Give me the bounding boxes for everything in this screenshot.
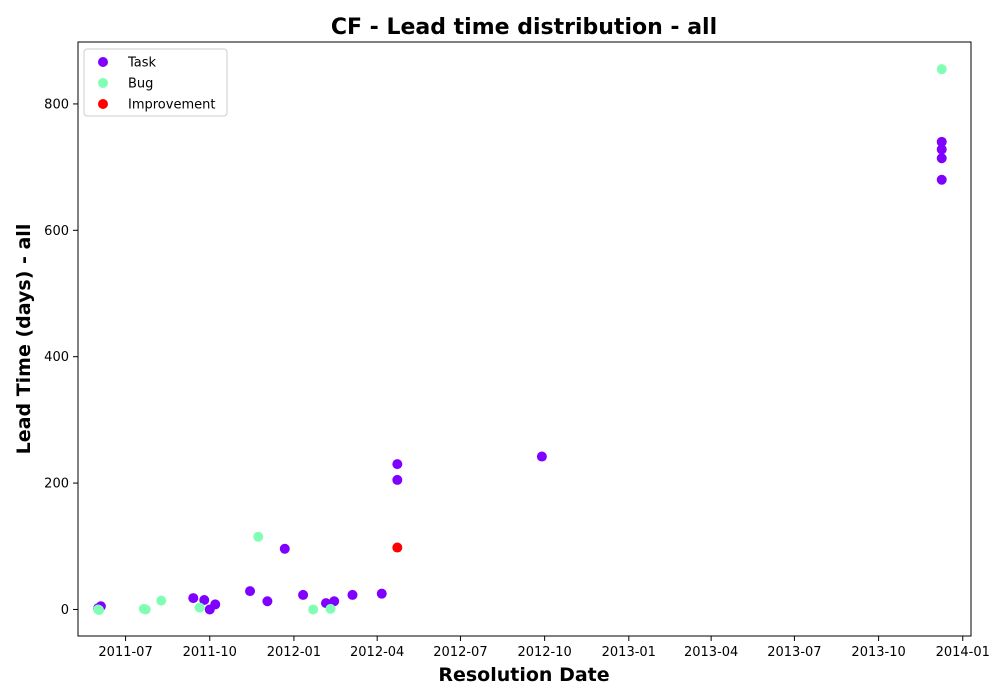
data-point-improvement — [392, 542, 403, 553]
y-tick-label: 400 — [44, 350, 69, 365]
legend-box — [83, 48, 228, 117]
data-point-task — [376, 588, 387, 599]
data-point-task — [936, 174, 947, 185]
x-tick-label: 2012-04 — [350, 645, 404, 660]
data-point-task — [210, 599, 221, 610]
data-point-task — [347, 589, 358, 600]
legend-marker-task — [98, 57, 108, 67]
data-point-task — [392, 474, 403, 485]
x-tick-label: 2013-01 — [602, 645, 656, 660]
data-point-task — [536, 451, 547, 462]
data-point-task — [329, 596, 340, 607]
legend-label-improvement: Improvement — [128, 98, 215, 113]
data-point-task — [245, 586, 256, 597]
data-point-task — [298, 589, 309, 600]
y-tick-label: 0 — [61, 603, 69, 618]
y-tick-label: 200 — [44, 477, 69, 492]
data-point-bug — [194, 602, 205, 613]
plot-area — [77, 41, 972, 637]
x-tick-label: 2014-01 — [936, 645, 990, 660]
x-tick-label: 2012-07 — [433, 645, 487, 660]
x-tick-label: 2013-10 — [851, 645, 905, 660]
data-point-bug — [140, 604, 151, 615]
data-point-task — [392, 459, 403, 470]
x-tick-label: 2013-07 — [767, 645, 821, 660]
data-point-bug — [308, 604, 319, 615]
data-point-bug — [156, 595, 167, 606]
x-tick-label: 2011-10 — [183, 645, 237, 660]
data-point-task — [936, 136, 947, 147]
x-tick-label: 2012-01 — [267, 645, 321, 660]
chart-title: CF - Lead time distribution - all — [331, 15, 717, 40]
data-point-task — [188, 593, 199, 604]
legend-label-task: Task — [127, 56, 157, 71]
data-points — [93, 64, 947, 616]
legend-marker-bug — [98, 78, 108, 88]
x-tick-label: 2013-04 — [684, 645, 738, 660]
data-point-bug — [936, 64, 947, 75]
x-axis: 2011-07 2011-10 2012-01 2012-04 2012-07 2012-… — [98, 636, 990, 660]
y-axis: 0 200 400 600 800 — [44, 97, 78, 618]
data-point-bug — [325, 603, 336, 614]
data-point-task — [199, 594, 210, 605]
y-tick-label: 800 — [44, 97, 69, 112]
legend-label-bug: Bug — [128, 77, 153, 92]
x-tick-label: 2011-07 — [98, 645, 152, 660]
data-point-task — [279, 543, 290, 554]
legend-marker-improvement — [98, 99, 108, 109]
data-point-bug — [94, 605, 105, 616]
x-axis-label: Resolution Date — [438, 664, 609, 686]
data-point-task — [262, 596, 273, 607]
y-axis-label: Lead Time (days) - all — [13, 224, 35, 455]
y-tick-label: 600 — [44, 224, 69, 239]
data-point-bug — [253, 531, 264, 542]
legend: Task Bug Improvement — [83, 48, 228, 117]
x-tick-label: 2012-10 — [517, 645, 571, 660]
data-point-task — [936, 153, 947, 164]
data-point-task — [936, 144, 947, 155]
